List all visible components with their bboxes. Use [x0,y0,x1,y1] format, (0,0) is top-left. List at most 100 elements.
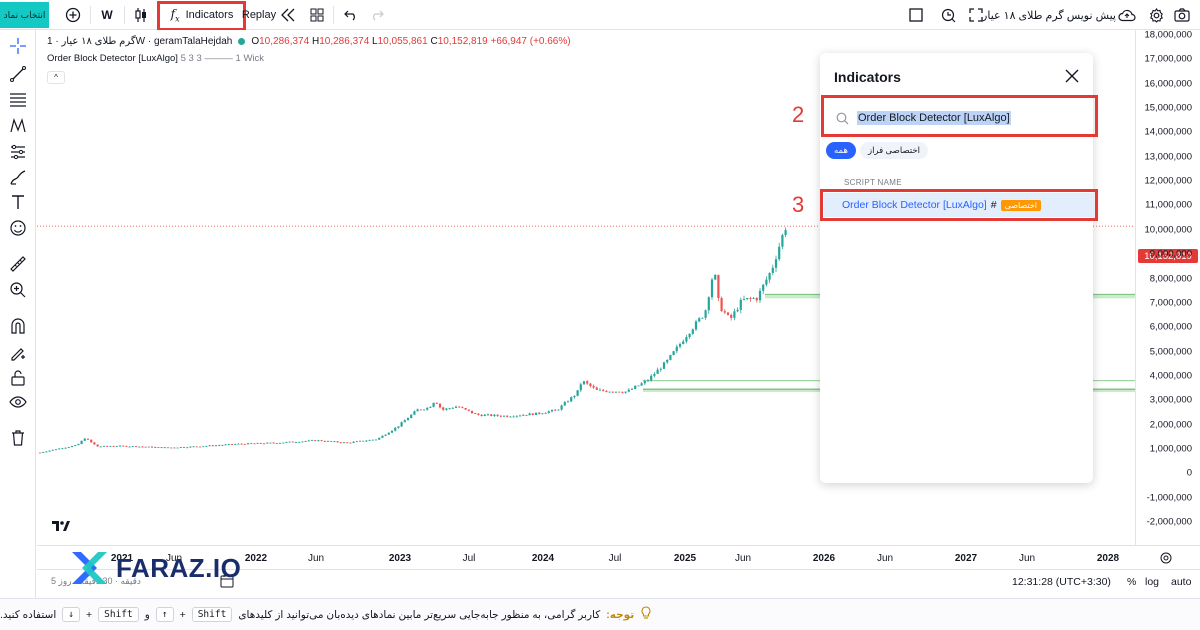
interval-button[interactable]: W [101,8,113,22]
time-axis-label: 2021 [110,553,134,564]
dialog-title: Indicators [834,69,901,85]
candle-body [781,234,784,247]
redo-icon[interactable] [367,0,387,30]
indicator-legend[interactable]: Order Block Detector [LuxAlgo] 5 3 3 ———… [47,53,265,64]
candle-body [426,407,429,410]
symbol-search-button[interactable]: انتخاب نماد [0,2,49,28]
candle-body [707,297,710,311]
emoji-icon[interactable] [8,218,28,238]
candle-body [259,442,262,444]
candle-body [573,395,576,398]
price-axis[interactable]: 10,152,819 18,000,000 17,000,000 16,000,00… [1135,30,1200,545]
candle-body [90,439,93,443]
notice-label: توجه: [606,608,635,621]
undo-icon[interactable] [341,0,361,30]
candle-body [275,443,278,444]
candle-body [502,415,506,417]
log-scale-toggle[interactable]: log [1145,576,1160,588]
replay-button[interactable]: Replay [241,9,277,21]
trash-icon[interactable] [8,428,28,448]
indicator-legend-name: Order Block Detector [LuxAlgo] [47,53,178,64]
date-range-icon[interactable] [220,574,234,591]
settings-gear-icon[interactable] [1146,0,1166,30]
candle-body [442,407,445,410]
close-icon[interactable] [1063,67,1081,85]
candle-body [320,440,323,442]
legend-collapse-button[interactable]: ^ [47,71,65,84]
candle-body [109,446,112,448]
candle-body [176,447,179,449]
price-axis-label: 3,000,000 [1149,394,1192,406]
candle-body [195,446,198,448]
candle-body [698,318,701,322]
candle-body [237,443,240,445]
fullscreen-box-icon[interactable] [906,0,926,30]
fib-retracement-icon[interactable] [8,90,28,110]
candle-body [522,414,525,416]
chip-faraz-exclusive[interactable]: اختصاصی فراز [859,142,928,159]
expand-icon[interactable] [966,0,986,30]
candle-body [755,298,758,301]
lock-drawing-icon[interactable] [8,342,28,362]
candle-body [352,441,355,443]
plus-sign-2: + [86,608,93,621]
text-tool-icon[interactable] [8,192,28,212]
kbd-up: ↑ [155,607,174,622]
candle-body [778,246,781,260]
indicator-search-input[interactable]: Order Block Detector [LuxAlgo] [828,103,1086,133]
candle-body [483,414,486,417]
layout-grid-icon[interactable] [307,0,327,30]
candle-style-icon[interactable] [132,0,150,30]
faraz-logo-icon [72,552,107,584]
candle-body [342,442,346,444]
current-price-tag: 10,152,819 [1138,249,1198,263]
chip-all[interactable]: همه [826,142,856,159]
lock-icon[interactable] [8,368,28,388]
crosshair-icon[interactable] [8,36,28,56]
candle-body [419,409,422,411]
brush-icon[interactable] [8,168,28,188]
cloud-upload-icon[interactable] [1117,0,1137,30]
zoom-in-icon[interactable] [8,280,28,300]
candle-body [115,446,118,448]
price-axis-label: 14,000,000 [1144,126,1192,138]
pattern-icon[interactable] [8,116,28,136]
percent-scale-toggle[interactable]: % [1127,576,1137,588]
clock-timezone[interactable]: 12:31:28 (UTC+3:30) [1012,576,1111,588]
add-symbol-icon[interactable] [62,0,84,30]
drawing-toolbar [0,30,36,598]
candle-body [742,299,746,300]
candle-body [246,443,250,445]
candle-body [48,450,51,452]
snapshot-icon[interactable] [938,0,958,30]
forecast-icon[interactable] [8,142,28,162]
market-status-icon [238,38,246,45]
indicator-legend-wick: 1 Wick [235,53,265,64]
candle-body [134,446,138,447]
candle-body [518,415,522,417]
indicators-button[interactable]: fx Indicators [160,0,244,30]
candle-body [723,311,726,313]
ruler-icon[interactable] [8,254,28,274]
candle-body [432,402,435,407]
candle-body [51,449,54,451]
indicator-result-row[interactable]: Order Block Detector [LuxAlgo] # اختصاصی [824,193,1094,217]
rewind-icon[interactable] [277,0,299,30]
candle-body [669,355,672,360]
candle-body [144,446,147,448]
candle-body [691,329,694,334]
candle-body [362,440,365,442]
price-axis-label: 9,000,000 [1149,248,1192,260]
candle-body [448,408,451,410]
candle-body [54,449,58,451]
trend-line-icon[interactable] [8,64,28,84]
notice-text: کاربر گرامی، به منظور جابه‌جایی سریع‌تر … [238,608,601,621]
auto-scale-toggle[interactable]: auto [1171,576,1192,588]
candle-body [394,427,397,431]
time-axis-settings-icon[interactable] [1160,551,1172,569]
magnet-icon[interactable] [8,316,28,336]
camera-icon[interactable] [1172,0,1192,30]
and-word: و [144,608,150,621]
time-axis[interactable]: 2021 Jun 2022 Jun 2023 Jul 2024 Jul 2025 Jun 2026 J… [37,545,1200,569]
eye-icon[interactable] [8,392,28,412]
